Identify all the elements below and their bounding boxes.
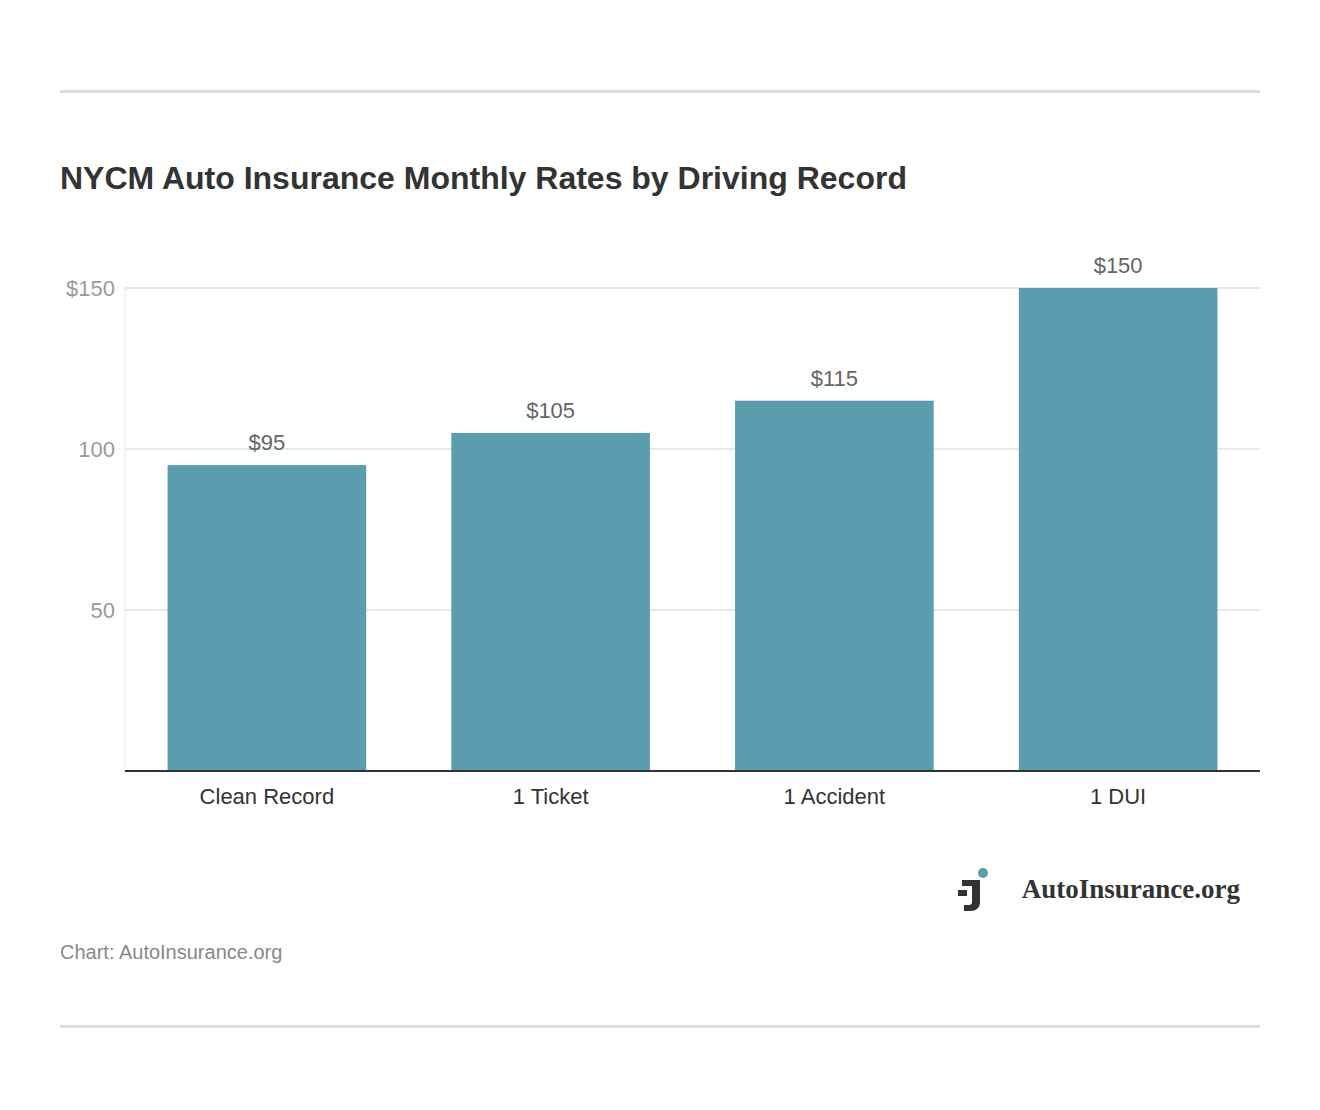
chart-svg: NYCM Auto Insurance Monthly Rates by Dri…	[0, 0, 1320, 1110]
top-rule	[60, 90, 1260, 93]
bottom-rule	[60, 1025, 1260, 1028]
y-range-line	[125, 288, 126, 771]
bar	[1019, 288, 1218, 771]
bar	[735, 401, 934, 771]
logo-icon	[958, 880, 980, 911]
data-label: $95	[249, 430, 286, 455]
x-tick-label: Clean Record	[200, 784, 335, 809]
title: NYCM Auto Insurance Monthly Rates by Dri…	[60, 160, 907, 196]
x-tick-label: 1 Ticket	[513, 784, 589, 809]
bar	[451, 433, 650, 771]
y-tick-label: $150	[66, 276, 115, 301]
y-tick-label: 100	[78, 437, 115, 462]
logo-text: AutoInsurance.org	[1022, 874, 1241, 904]
bar	[168, 465, 367, 771]
bars	[168, 288, 1218, 771]
logo: AutoInsurance.org	[958, 868, 1240, 911]
logo-dot	[978, 868, 988, 878]
data-label: $150	[1094, 253, 1143, 278]
chart-root: NYCM Auto Insurance Monthly Rates by Dri…	[0, 0, 1320, 1110]
data-label: $115	[811, 366, 858, 391]
source: Chart: AutoInsurance.org	[60, 941, 282, 963]
y-tick-label: 50	[91, 598, 115, 623]
x-tick-label: 1 DUI	[1090, 784, 1146, 809]
x-axis-line	[125, 770, 1260, 772]
data-label: $105	[526, 398, 575, 423]
x-tick-label: 1 Accident	[784, 784, 886, 809]
